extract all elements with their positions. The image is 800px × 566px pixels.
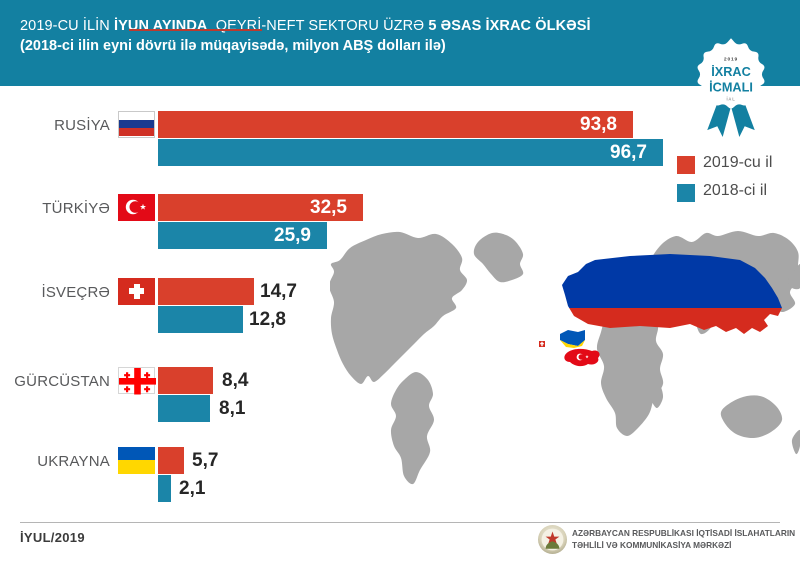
- svg-text:İCMALI: İCMALI: [709, 80, 753, 95]
- svg-text:İXRAC: İXRAC: [711, 64, 751, 79]
- svg-text:2019: 2019: [724, 56, 738, 62]
- svg-text:İAL: İAL: [726, 97, 735, 102]
